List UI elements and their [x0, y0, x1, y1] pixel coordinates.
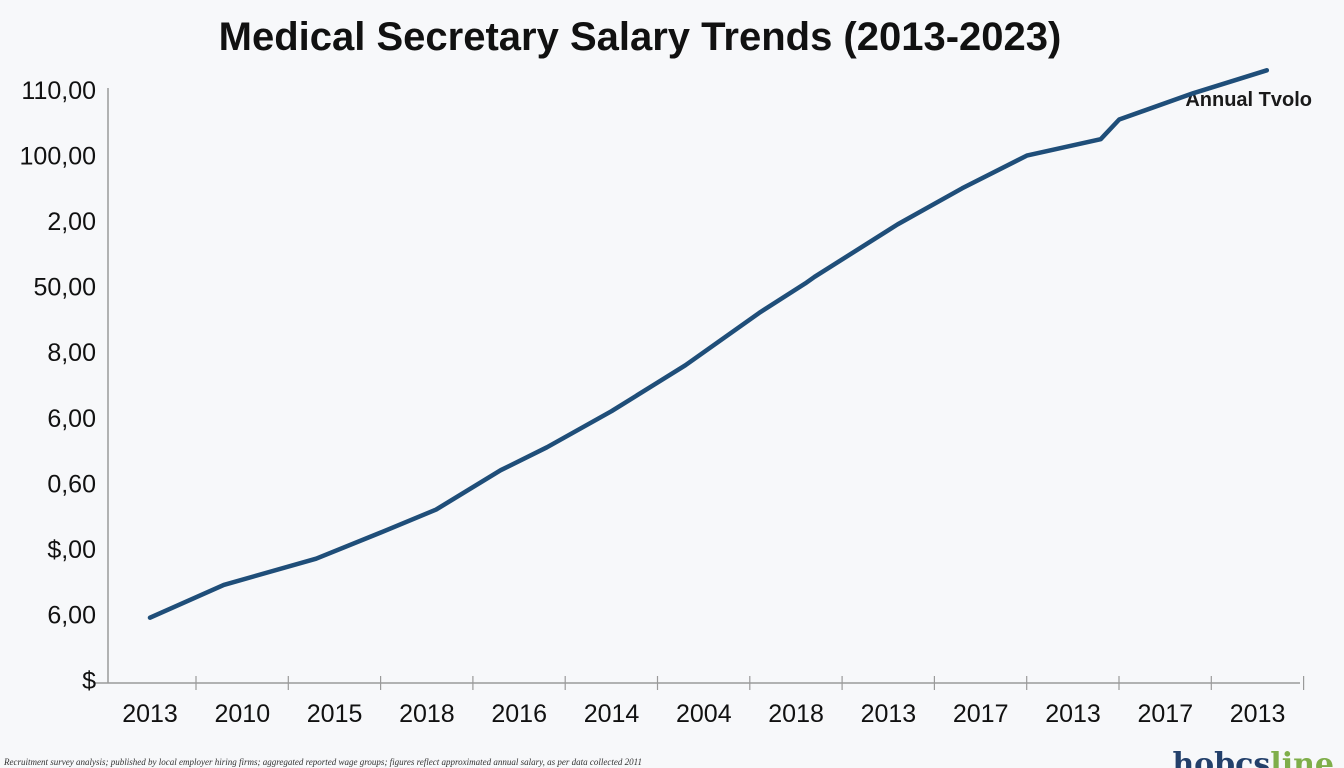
x-tick-label: 2004: [676, 700, 732, 728]
x-tick-label: 2017: [953, 700, 1009, 728]
x-tick-label: 2018: [399, 700, 455, 728]
brand-logo: hobcsline: [1172, 747, 1334, 768]
legend-label: Annual Tvolo: [1185, 89, 1312, 111]
x-tick-label: 2018: [768, 700, 824, 728]
y-tick-label: 2,00: [47, 208, 96, 236]
data-point: [1025, 154, 1029, 158]
x-tick-label: 2013: [861, 700, 917, 728]
data-point: [1265, 68, 1269, 72]
y-tick-label: 6,00: [47, 601, 96, 629]
data-point: [379, 531, 383, 534]
data-point: [434, 508, 438, 512]
x-axis-ticks: 2013 2010 2015 2018 2016 2014 2004 2018 2013 2017…: [122, 676, 1305, 728]
data-point: [545, 445, 549, 449]
footnote: Recruitment survey analysis; published b…: [3, 757, 642, 767]
svg-text:hobcsline: hobcsline: [1172, 747, 1334, 768]
x-tick-label: 2013: [1045, 700, 1101, 728]
x-tick-label: 2014: [584, 700, 640, 728]
data-point: [499, 468, 503, 472]
x-tick-label: 2017: [1137, 700, 1193, 728]
data-point: [757, 311, 761, 315]
x-tick-label: 2016: [491, 700, 547, 728]
y-tick-label: $,00: [47, 536, 96, 564]
y-tick-label: 50,00: [33, 274, 96, 302]
chart-title: Medical Secretary Salary Trends (2013-20…: [219, 15, 1062, 59]
x-tick-label: 2010: [214, 700, 270, 728]
x-tick-label: 2015: [307, 700, 363, 728]
y-tick-label: 110,00: [21, 77, 96, 105]
y-tick-label: 0,60: [47, 470, 96, 498]
data-point: [1191, 91, 1195, 95]
y-tick-label: 8,00: [47, 339, 96, 367]
data-point: [314, 557, 318, 561]
y-tick-label: 6,00: [47, 405, 96, 433]
y-axis-ticks: $6,00 $,00 0,60 6,00 8,00 50,00 2,00 100,00 110,…: [20, 77, 97, 695]
x-tick-label: 2013: [122, 700, 178, 728]
data-point: [1099, 137, 1103, 141]
y-tick-label: 100,00: [20, 143, 96, 171]
data-point: [803, 281, 807, 285]
data-point: [960, 186, 964, 190]
data-point: [1117, 118, 1121, 121]
data-point: [148, 616, 152, 620]
data-point: [610, 409, 613, 413]
data-point: [683, 363, 687, 367]
data-point: [896, 222, 900, 226]
data-point: [813, 275, 817, 279]
x-tick-label: 2013: [1230, 700, 1286, 728]
y-tick-label: $: [82, 667, 96, 695]
data-point: [222, 583, 226, 587]
series-points: [148, 68, 1269, 620]
